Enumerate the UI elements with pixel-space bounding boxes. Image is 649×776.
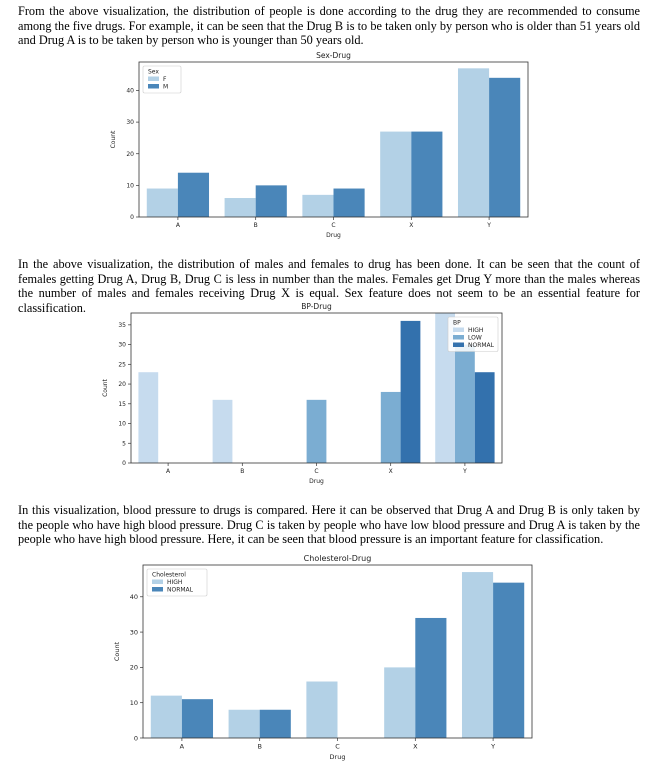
y-tick-label: 30 <box>118 342 126 349</box>
y-tick-label: 0 <box>130 214 134 221</box>
paragraph-sex-intro: From the above visualization, the distri… <box>18 4 640 48</box>
legend-title: Cholesterol <box>152 572 186 579</box>
bar-m-y <box>489 77 521 217</box>
legend-label-normal: NORMAL <box>167 587 194 594</box>
y-tick-label: 15 <box>118 401 126 408</box>
legend-label-high: HIGH <box>167 579 182 586</box>
x-tick-label: C <box>314 468 318 475</box>
bar-m-x <box>411 131 443 217</box>
bar-high-a <box>138 372 159 463</box>
y-tick-label: 30 <box>126 119 134 126</box>
legend-title: BP <box>453 320 461 327</box>
paragraph-sex-analysis: In the above visualization, the distribu… <box>18 257 640 315</box>
x-axis-label: Drug <box>330 753 346 761</box>
legend-label-low: LOW <box>468 335 482 342</box>
bar-normal-y <box>493 582 525 738</box>
bar-high-b <box>228 709 260 738</box>
y-tick-label: 10 <box>126 182 134 189</box>
legend-label-f: F <box>163 76 167 83</box>
bar-m-c <box>333 188 365 217</box>
x-tick-label: X <box>389 468 393 475</box>
y-tick-label: 10 <box>118 421 126 428</box>
cholesterol-drug-chart: Cholesterol-Drug 0 10 20 30 40 A B C X Y Drug Count C… <box>113 554 533 761</box>
legend-label-m: M <box>163 84 168 91</box>
bar-low-c <box>306 399 327 463</box>
x-tick-label: X <box>413 743 418 751</box>
legend-swatch-low <box>453 335 464 340</box>
x-tick-label: Y <box>490 743 495 751</box>
y-tick-label: 40 <box>126 88 134 95</box>
bar-high-x <box>384 667 416 738</box>
y-tick-label: 0 <box>134 734 138 742</box>
y-tick-label: 20 <box>118 381 126 388</box>
bar-f-b <box>224 198 256 217</box>
bar-low-y <box>455 344 475 463</box>
legend-swatch-f <box>148 76 159 81</box>
x-axis-label: Drug <box>309 478 324 485</box>
chart-title: Sex-Drug <box>316 51 351 60</box>
chart-title: BP-Drug <box>301 302 332 311</box>
bar-high-b <box>212 399 233 463</box>
x-tick-label: Y <box>462 468 467 475</box>
bar-f-x <box>380 131 412 217</box>
x-tick-label: A <box>180 743 185 751</box>
x-tick-label: A <box>166 468 171 475</box>
legend-label-normal: NORMAL <box>468 342 495 349</box>
y-tick-label: 25 <box>118 361 126 368</box>
y-axis-label: Count <box>110 130 117 148</box>
bar-m-b <box>255 185 287 217</box>
bar-f-a <box>146 188 178 217</box>
y-tick-label: 20 <box>126 151 134 158</box>
x-tick-label: C <box>335 743 340 751</box>
y-tick-label: 30 <box>130 628 138 636</box>
legend-swatch-high <box>152 579 163 584</box>
x-tick-label: Y <box>486 222 491 229</box>
legend: Sex FM <box>142 65 182 94</box>
bar-low-x <box>380 391 401 463</box>
x-axis-label: Drug <box>326 232 341 239</box>
paragraph-bp-analysis: In this visualization, blood pressure to… <box>18 503 640 547</box>
x-tick-label: B <box>254 222 258 229</box>
chart-title: Cholesterol-Drug <box>304 554 372 563</box>
y-axis-label: Count <box>102 378 109 396</box>
legend-swatch-m <box>148 84 159 89</box>
y-tick-label: 20 <box>130 664 138 672</box>
x-tick-label: B <box>257 743 261 751</box>
y-tick-label: 35 <box>118 322 126 329</box>
bp-drug-chart: BP-Drug 0 5 10 15 20 25 30 35 A B C X Y Drug Count BP HIG… <box>102 302 503 485</box>
y-tick-label: 5 <box>122 440 126 447</box>
y-tick-label: 40 <box>130 593 138 601</box>
bar-normal-a <box>181 699 214 738</box>
y-axis-label: Count <box>113 641 121 661</box>
y-tick-label: 10 <box>130 699 138 707</box>
legend-swatch-normal <box>152 587 163 592</box>
x-tick-label: X <box>409 222 413 229</box>
bar-m-a <box>177 172 210 217</box>
x-tick-label: A <box>176 222 181 229</box>
legend-label-high: HIGH <box>468 327 483 334</box>
bar-normal-x <box>400 320 421 463</box>
bar-high-c <box>306 681 338 738</box>
bar-f-y <box>457 68 490 217</box>
bar-normal-b <box>259 709 291 738</box>
legend-swatch-normal <box>453 342 464 347</box>
y-tick-label: 0 <box>122 460 126 467</box>
bar-high-a <box>150 695 182 738</box>
legend-swatch-high <box>453 327 464 332</box>
x-tick-label: C <box>331 222 335 229</box>
bar-normal-y <box>474 372 495 463</box>
bar-high-y <box>461 572 494 738</box>
sex-drug-chart: Sex-Drug 0 10 20 30 40 A B C X Y Drug Count Sex FM <box>110 51 529 239</box>
x-tick-label: B <box>240 468 244 475</box>
bar-f-c <box>302 194 334 217</box>
bar-normal-x <box>415 617 447 738</box>
legend-title: Sex <box>148 69 159 76</box>
